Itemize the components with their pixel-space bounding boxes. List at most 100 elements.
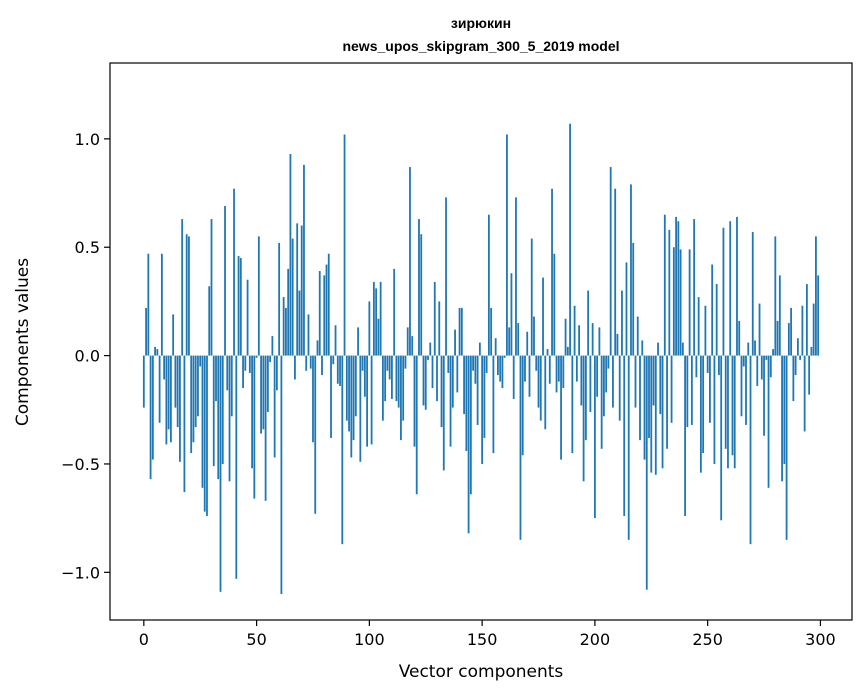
bar [645,355,648,590]
bar [731,355,734,456]
bar [377,318,380,356]
bar [817,275,820,356]
bar [524,355,526,382]
bar [751,232,754,356]
bar [271,336,274,356]
bar [582,355,585,482]
bar [575,355,578,382]
bar [246,279,249,356]
bar [787,323,790,356]
bar [244,355,247,371]
bar [528,355,531,397]
bar [172,314,175,356]
bar [589,355,592,412]
bar [553,253,556,356]
bar [709,355,711,423]
bar [591,323,594,356]
bar [415,355,418,495]
bar [749,355,752,545]
bar [681,342,684,356]
bar [363,355,366,397]
bar [697,297,700,356]
bar [487,214,490,356]
bar [391,355,393,399]
bar [210,219,213,356]
bar [381,355,384,421]
bar [352,355,355,441]
bar [440,355,443,428]
bar [165,355,168,445]
bar [224,206,226,356]
bar [300,225,303,356]
bar [727,355,729,469]
bar [334,325,337,356]
bar [431,355,434,389]
bar [149,355,152,480]
bar [706,355,709,373]
bar [433,281,436,356]
bar [206,355,208,516]
bar [424,355,427,410]
bar [605,355,608,393]
bar [600,355,603,449]
bar [372,281,375,356]
bar [794,355,797,376]
bar [805,284,808,356]
x-tick-label: 250 [692,630,723,649]
bar [747,342,750,356]
bar [309,355,312,369]
bar [769,355,772,378]
bar [756,355,759,386]
bar [616,333,619,356]
bar [542,277,544,356]
bar [623,355,626,516]
bar [280,355,283,594]
bar [632,242,635,356]
bar [400,355,402,441]
bar [718,355,720,376]
bar [785,355,788,540]
bar [235,355,238,579]
bar-series [142,123,820,594]
bar [754,340,756,356]
x-tick-label: 200 [580,630,611,649]
bar [179,355,181,462]
bar [711,264,714,356]
bar [357,327,359,356]
bar [670,355,673,423]
bar [684,355,686,516]
bar [368,301,371,356]
bar [163,355,166,380]
bar [695,355,698,378]
bar [745,355,747,425]
bar [350,355,353,458]
plot-frame [109,62,853,621]
bar [458,307,461,356]
bar [555,355,558,393]
bar [760,355,763,380]
bar [289,154,292,356]
bar [765,355,768,360]
bar [167,355,170,430]
bar [815,236,817,356]
bar [618,355,621,421]
bar [251,355,253,469]
bar [544,355,547,430]
bar [197,355,199,417]
bar [657,342,659,356]
bar [321,355,323,376]
bar [183,355,186,493]
bar [474,355,477,384]
bar [587,290,590,356]
bar [533,316,535,356]
bar [742,355,745,367]
bar [327,253,330,356]
bar [262,355,265,430]
bar [228,355,231,482]
x-tick-label: 50 [246,630,266,649]
bar [366,355,368,447]
bar [465,355,468,451]
bar [476,355,479,425]
bar [260,355,262,434]
